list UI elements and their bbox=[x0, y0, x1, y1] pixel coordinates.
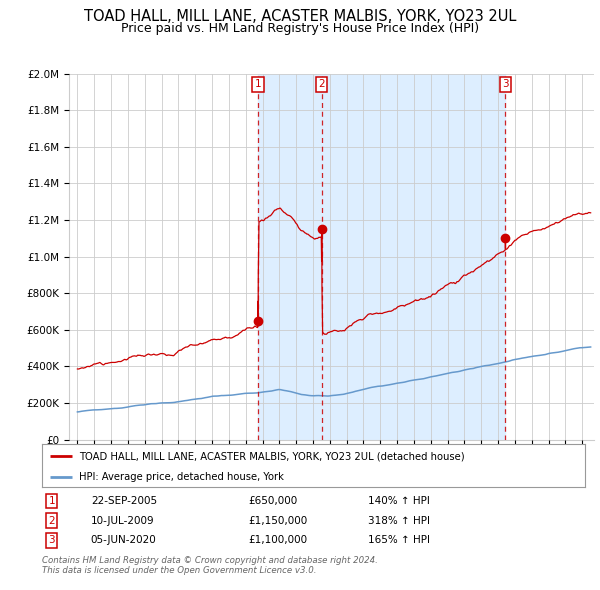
Text: 3: 3 bbox=[49, 536, 55, 546]
Text: 05-JUN-2020: 05-JUN-2020 bbox=[91, 536, 157, 546]
Text: 165% ↑ HPI: 165% ↑ HPI bbox=[368, 536, 430, 546]
Text: 3: 3 bbox=[502, 79, 509, 89]
Text: 2: 2 bbox=[319, 79, 325, 89]
Text: This data is licensed under the Open Government Licence v3.0.: This data is licensed under the Open Gov… bbox=[42, 566, 317, 575]
Text: £1,100,000: £1,100,000 bbox=[248, 536, 307, 546]
Text: TOAD HALL, MILL LANE, ACASTER MALBIS, YORK, YO23 2UL: TOAD HALL, MILL LANE, ACASTER MALBIS, YO… bbox=[84, 9, 516, 24]
Text: 1: 1 bbox=[254, 79, 261, 89]
Text: HPI: Average price, detached house, York: HPI: Average price, detached house, York bbox=[79, 473, 284, 483]
Text: Price paid vs. HM Land Registry's House Price Index (HPI): Price paid vs. HM Land Registry's House … bbox=[121, 22, 479, 35]
Text: 318% ↑ HPI: 318% ↑ HPI bbox=[368, 516, 430, 526]
Text: 22-SEP-2005: 22-SEP-2005 bbox=[91, 496, 157, 506]
Text: 1: 1 bbox=[49, 496, 55, 506]
Bar bbox=[258, 74, 505, 440]
Text: TOAD HALL, MILL LANE, ACASTER MALBIS, YORK, YO23 2UL (detached house): TOAD HALL, MILL LANE, ACASTER MALBIS, YO… bbox=[79, 451, 464, 461]
Text: 10-JUL-2009: 10-JUL-2009 bbox=[91, 516, 154, 526]
Text: £1,150,000: £1,150,000 bbox=[248, 516, 308, 526]
Text: 140% ↑ HPI: 140% ↑ HPI bbox=[368, 496, 430, 506]
Text: £650,000: £650,000 bbox=[248, 496, 298, 506]
Text: 2: 2 bbox=[49, 516, 55, 526]
Text: Contains HM Land Registry data © Crown copyright and database right 2024.: Contains HM Land Registry data © Crown c… bbox=[42, 556, 378, 565]
